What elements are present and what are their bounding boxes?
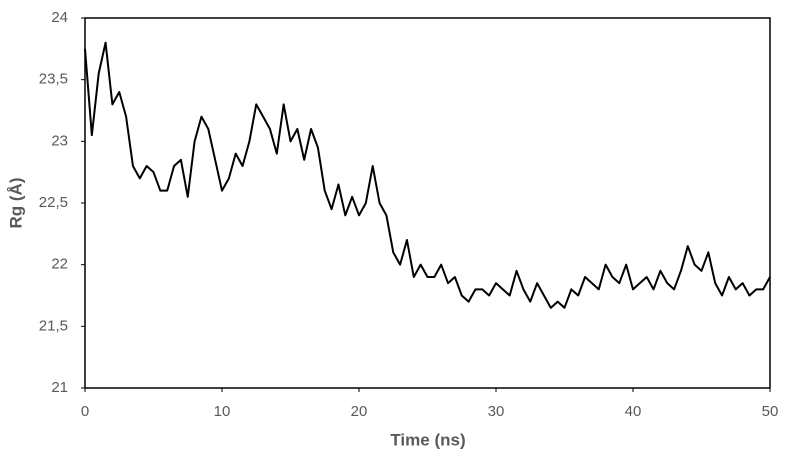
y-tick-label: 22 [51,256,68,273]
x-tick-label: 50 [762,403,779,420]
x-tick-label: 20 [351,403,368,420]
y-tick-label: 24 [51,9,68,26]
y-tick-label: 21 [51,379,68,396]
plot-area [84,17,771,389]
y-tick-label: 21,5 [39,317,68,334]
x-axis-title: Time (ns) [390,430,465,449]
x-tick-label: 0 [81,403,89,420]
data-line [84,41,771,309]
y-tick-label: 22,5 [39,194,68,211]
y-axis-title: Rg (Å) [6,178,25,229]
x-tick-label: 40 [625,403,642,420]
y-tick-label: 23 [51,132,68,149]
x-tick-label: 30 [488,403,505,420]
y-tick-label: 23,5 [39,71,68,88]
x-tick-label: 10 [214,403,231,420]
